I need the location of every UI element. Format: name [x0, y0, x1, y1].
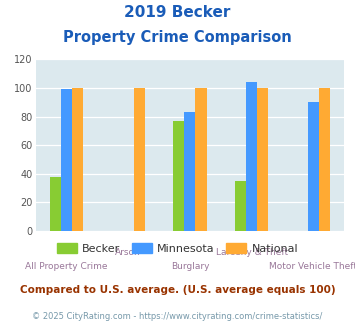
- Legend: Becker, Minnesota, National: Becker, Minnesota, National: [52, 239, 303, 258]
- Bar: [72, 88, 83, 231]
- Text: Compared to U.S. average. (U.S. average equals 100): Compared to U.S. average. (U.S. average …: [20, 285, 335, 295]
- Text: 2019 Becker: 2019 Becker: [124, 5, 231, 20]
- Bar: [134, 88, 145, 231]
- Text: Larceny & Theft: Larceny & Theft: [215, 248, 288, 257]
- Text: Property Crime Comparison: Property Crime Comparison: [63, 30, 292, 45]
- Text: © 2025 CityRating.com - https://www.cityrating.com/crime-statistics/: © 2025 CityRating.com - https://www.city…: [32, 312, 323, 321]
- Text: Arson: Arson: [115, 248, 141, 257]
- Text: All Property Crime: All Property Crime: [25, 262, 108, 271]
- Bar: [257, 88, 268, 231]
- Text: Burglary: Burglary: [171, 262, 209, 271]
- Bar: [173, 121, 184, 231]
- Bar: [196, 88, 207, 231]
- Bar: [50, 177, 61, 231]
- Bar: [235, 181, 246, 231]
- Bar: [61, 89, 72, 231]
- Text: Motor Vehicle Theft: Motor Vehicle Theft: [269, 262, 355, 271]
- Bar: [184, 112, 196, 231]
- Bar: [246, 82, 257, 231]
- Bar: [319, 88, 330, 231]
- Bar: [308, 102, 319, 231]
